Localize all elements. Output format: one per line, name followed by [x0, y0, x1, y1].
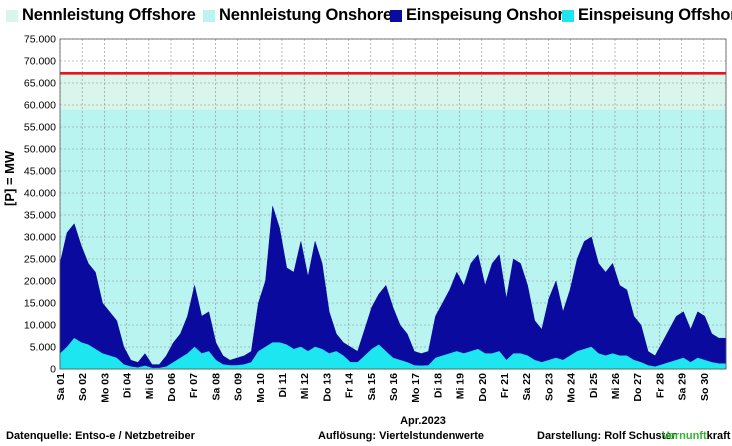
x-tick-label: Di 04: [122, 373, 134, 398]
legend-label: Einspeisung Offshore: [578, 6, 732, 24]
x-tick-label: Di 11: [277, 373, 289, 398]
legend-label: Nennleistung Offshore: [22, 6, 196, 24]
legend-swatch: [6, 9, 18, 22]
x-tick-label: Di 18: [432, 373, 444, 398]
x-tick-label: So 02: [77, 373, 89, 401]
legend-swatch: [390, 9, 402, 22]
y-tick-label: 70.000: [24, 56, 56, 68]
x-tick-label: Sa 22: [521, 373, 533, 401]
y-tick-label: 65.000: [24, 78, 56, 90]
x-tick-label: Mo 10: [255, 373, 267, 403]
y-tick-label: 0: [50, 364, 56, 376]
x-tick-label: Sa 15: [366, 373, 378, 401]
x-tick-label: Fr 07: [188, 373, 200, 398]
x-tick-label: Do 27: [632, 373, 644, 402]
brand-black-text: kraft: [706, 430, 731, 442]
x-tick-label: Mo 03: [99, 373, 111, 403]
legend-label: Nennleistung Onshore: [219, 6, 392, 24]
x-tick-label: Do 06: [166, 373, 178, 402]
x-tick-label: Fr 28: [654, 373, 666, 398]
y-tick-label: 55.000: [24, 122, 56, 134]
y-tick-label: 35.000: [24, 210, 56, 222]
y-tick-label: 25.000: [24, 254, 56, 266]
y-tick-label: 60.000: [24, 100, 56, 112]
x-tick-label: Sa 01: [55, 373, 67, 401]
x-tick-label: Sa 08: [210, 373, 222, 401]
y-tick-label: 15.000: [24, 298, 56, 310]
footer-resolution: Auflösung: Viertelstundenwerte: [318, 430, 485, 442]
legend-swatch: [562, 9, 574, 22]
x-tick-label: So 23: [543, 373, 555, 401]
brand-logo: Vernunftkraft: [662, 430, 730, 442]
chart-legend: Nennleistung Offshore Nennleistung Onsho…: [0, 6, 732, 30]
x-axis-label: Apr.2023: [400, 415, 446, 427]
x-tick-label: Do 20: [477, 373, 489, 402]
x-tick-label: Mo 17: [410, 373, 422, 403]
y-tick-label: 20.000: [24, 276, 56, 288]
x-tick-label: Di 25: [588, 373, 600, 398]
legend-item-offshore-feed: Einspeisung Offshore: [562, 6, 732, 25]
legend-label: Einspeisung Onshore: [406, 6, 573, 24]
x-tick-label: Fr 21: [499, 373, 511, 398]
x-tick-label: So 16: [388, 373, 400, 401]
x-tick-label: Sa 29: [677, 373, 689, 401]
legend-item-onshore-feed: Einspeisung Onshore: [390, 6, 573, 25]
y-axis-label: [P] = MW: [2, 150, 17, 206]
y-tick-label: 50.000: [24, 144, 56, 156]
legend-item-offshore-capacity: Nennleistung Offshore: [6, 6, 196, 25]
x-tick-label: Fr 14: [344, 373, 356, 398]
footer-source: Datenquelle: Entso-e / Netzbetreiber: [6, 430, 195, 442]
x-tick-label: So 09: [233, 373, 245, 401]
y-tick-label: 45.000: [24, 166, 56, 178]
legend-swatch: [203, 9, 215, 22]
brand-green-text: Vernunft: [662, 430, 707, 442]
x-tick-label: So 30: [699, 373, 711, 401]
offshore-feed-area: [59, 337, 727, 370]
x-tick-label: Mi 05: [144, 373, 156, 399]
plot-frame: [59, 38, 727, 370]
x-tick-label: Mi 19: [455, 373, 467, 399]
y-tick-label: 10.000: [24, 320, 56, 332]
y-tick-label: 5.000: [30, 342, 56, 354]
x-tick-label: Mi 26: [610, 373, 622, 399]
legend-item-onshore-capacity: Nennleistung Onshore: [203, 6, 392, 25]
y-tick-label: 40.000: [24, 188, 56, 200]
x-tick-label: Mo 24: [566, 373, 578, 403]
y-tick-label: 75.000: [24, 34, 56, 46]
x-tick-label: Do 13: [321, 373, 333, 402]
y-tick-label: 30.000: [24, 232, 56, 244]
footer-author: Darstellung: Rolf Schuster: [537, 430, 676, 442]
x-tick-label: Mi 12: [299, 373, 311, 399]
onshore-feed-area: [59, 206, 727, 370]
